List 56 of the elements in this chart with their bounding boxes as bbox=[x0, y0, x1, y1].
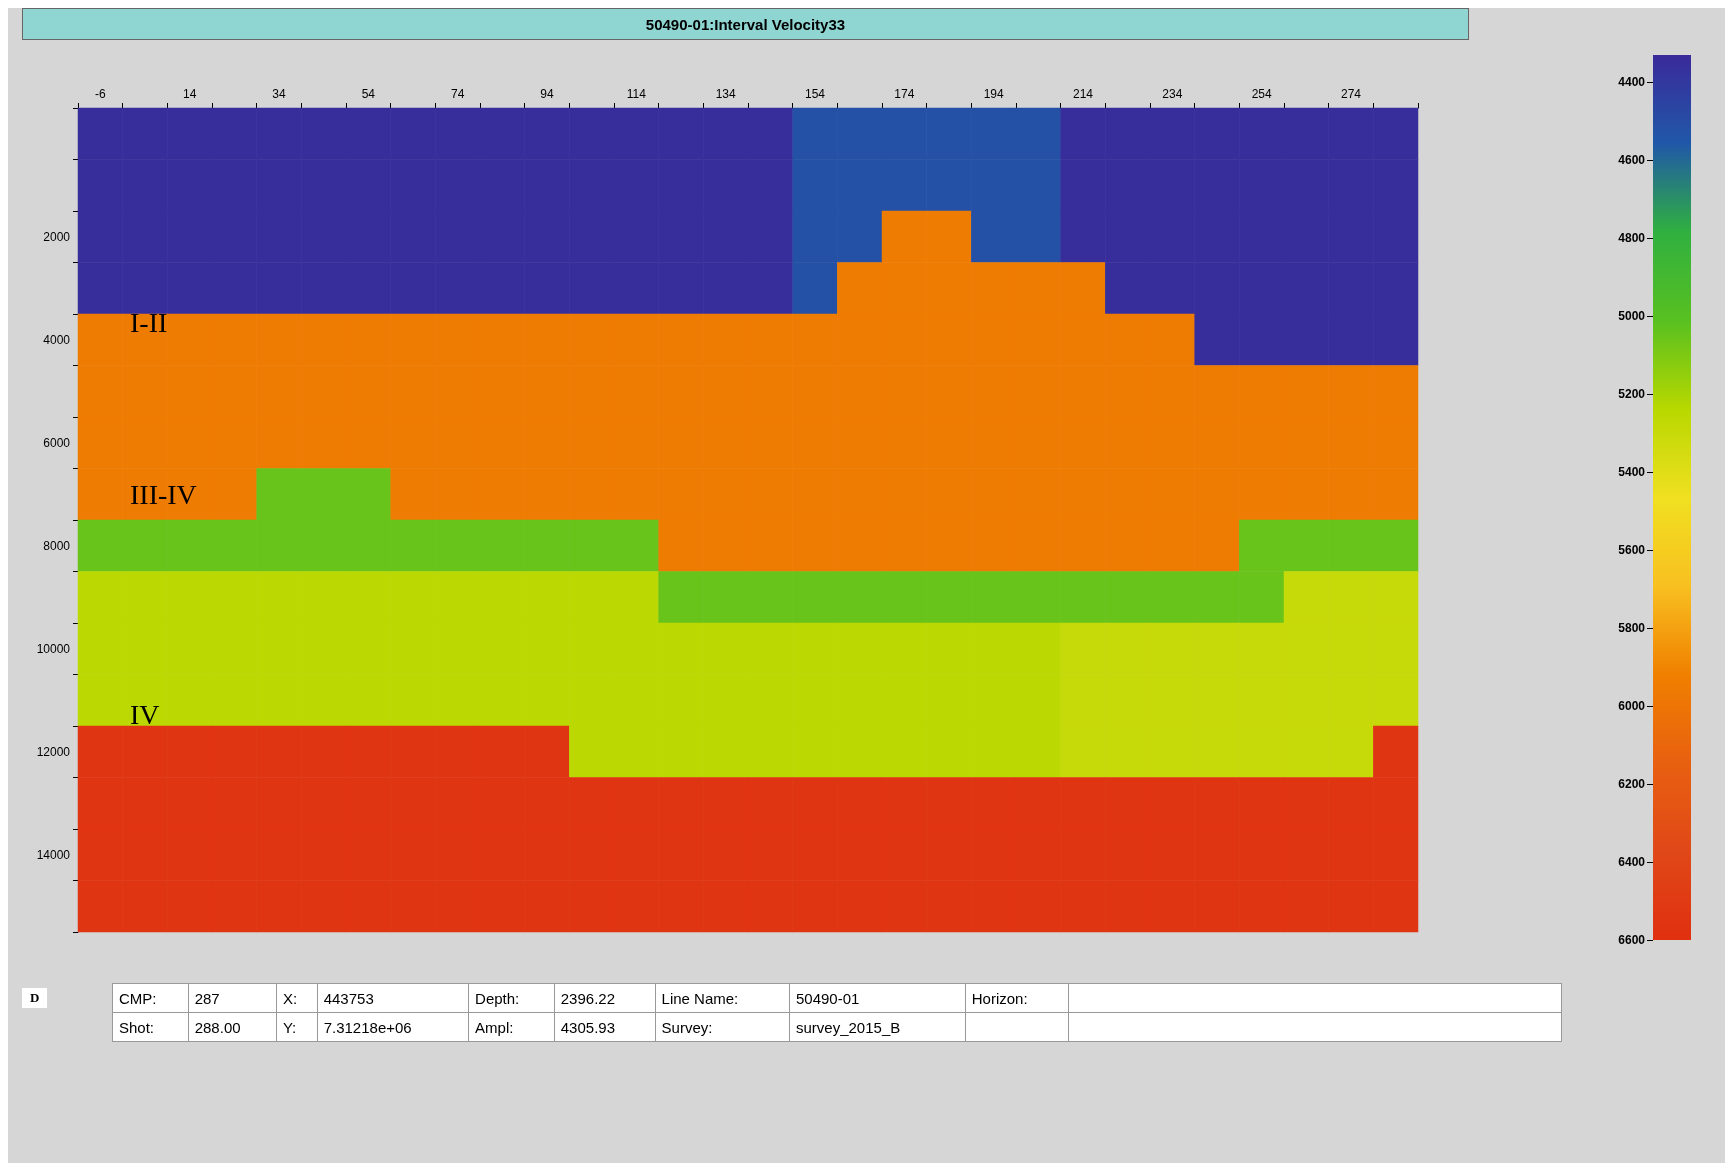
color-bar-label: 5000 bbox=[1618, 309, 1646, 324]
x-tick-label: 154 bbox=[804, 87, 826, 101]
y-tick-label: 2000 bbox=[43, 229, 71, 244]
y-tick-label: 8000 bbox=[43, 538, 71, 553]
text: CMP: bbox=[112, 983, 189, 1013]
y-tick-label: 10000 bbox=[36, 641, 71, 656]
x-tick-label: 254 bbox=[1251, 87, 1272, 101]
text: Y: bbox=[276, 1012, 318, 1042]
color-bar-label: 5400 bbox=[1618, 465, 1646, 480]
text: 287 bbox=[188, 983, 277, 1013]
text: 2396.22 bbox=[554, 983, 656, 1013]
text: Line Name: bbox=[655, 983, 790, 1013]
y-tick-label: 4000 bbox=[43, 332, 71, 347]
x-tick-label: -6 bbox=[95, 87, 106, 101]
text: 50490-01 bbox=[789, 983, 966, 1013]
text: 443753 bbox=[317, 983, 469, 1013]
text: survey_2015_B bbox=[789, 1012, 966, 1042]
text: 7.31218e+06 bbox=[317, 1012, 469, 1042]
chart-title: 50490-01:Interval Velocity33 bbox=[22, 8, 1469, 40]
text: Ampl: bbox=[468, 1012, 555, 1042]
text: Survey: bbox=[655, 1012, 790, 1042]
color-bar-label: 6200 bbox=[1618, 777, 1646, 792]
annotation: IV bbox=[129, 699, 161, 730]
text: Depth: bbox=[468, 983, 555, 1013]
x-tick-label: 174 bbox=[894, 87, 915, 101]
x-tick-label: 134 bbox=[715, 87, 736, 101]
y-tick-label: 6000 bbox=[43, 435, 71, 450]
y-tick-label: 14000 bbox=[36, 847, 71, 862]
color-bar-label: 5200 bbox=[1618, 387, 1646, 402]
color-bar-label: 5600 bbox=[1618, 543, 1646, 558]
x-tick-label: 214 bbox=[1072, 87, 1094, 101]
color-bar-label: 5800 bbox=[1618, 621, 1646, 636]
x-tick-label: 14 bbox=[182, 87, 197, 101]
color-bar-label: 4800 bbox=[1618, 231, 1646, 246]
color-bar-label: 4400 bbox=[1618, 75, 1646, 90]
text: D bbox=[22, 988, 48, 1008]
color-bar-label: 6000 bbox=[1618, 699, 1646, 714]
x-tick-label: 194 bbox=[983, 87, 1004, 101]
color-bar-label: 4600 bbox=[1618, 153, 1646, 168]
y-tick-label: 12000 bbox=[36, 744, 71, 759]
text: 4305.93 bbox=[554, 1012, 656, 1042]
annotation: III-IV bbox=[129, 479, 198, 510]
x-tick-label: 54 bbox=[361, 87, 376, 101]
color-bar-label: 6400 bbox=[1618, 855, 1646, 870]
annotation: I-II bbox=[129, 307, 169, 338]
x-tick-label: 114 bbox=[626, 87, 647, 101]
color-bar-label: 6600 bbox=[1618, 933, 1646, 947]
x-tick-label: 74 bbox=[450, 87, 465, 101]
x-tick-label: 234 bbox=[1162, 87, 1183, 101]
text: X: bbox=[276, 983, 318, 1013]
text: 288.00 bbox=[188, 1012, 277, 1042]
x-tick-label: 274 bbox=[1340, 87, 1362, 101]
text: Horizon: bbox=[965, 983, 1069, 1013]
x-tick-label: 34 bbox=[272, 87, 286, 101]
text: Shot: bbox=[112, 1012, 189, 1042]
x-tick-label: 94 bbox=[540, 87, 554, 101]
